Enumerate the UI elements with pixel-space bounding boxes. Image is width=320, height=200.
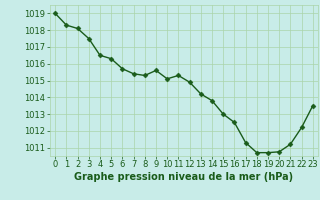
X-axis label: Graphe pression niveau de la mer (hPa): Graphe pression niveau de la mer (hPa) — [75, 172, 293, 182]
